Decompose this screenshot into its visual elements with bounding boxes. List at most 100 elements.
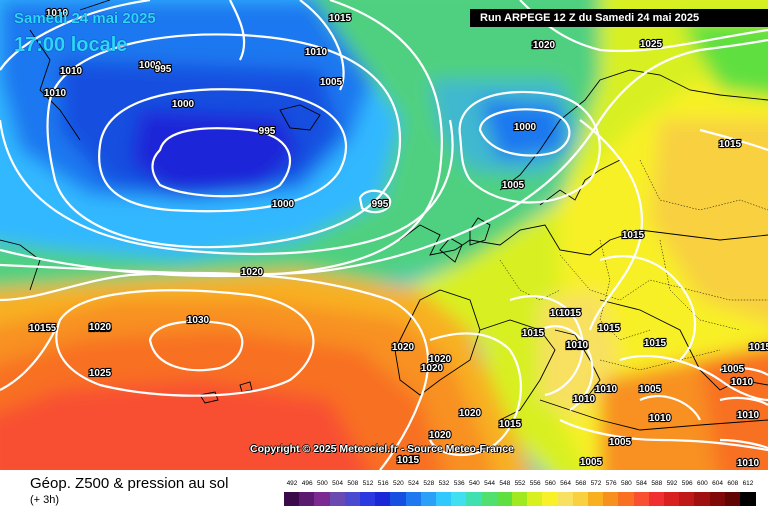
isobar-label: 1015: [559, 308, 582, 319]
isobar-label: 1015: [499, 419, 522, 430]
legend-swatch: [299, 492, 316, 506]
legend-value-label: 580: [620, 480, 632, 487]
isobar-label: 1005: [639, 384, 662, 395]
isobar-label: 995: [259, 126, 276, 137]
legend-swatch: [618, 492, 635, 506]
legend-swatch: [344, 492, 361, 506]
isobar-label: 1015: [550, 308, 573, 319]
legend-value-label: 552: [514, 480, 526, 487]
legend-swatch: [451, 492, 468, 506]
legend-value-label: 612: [742, 480, 754, 487]
legend-value-label: 556: [529, 480, 541, 487]
legend-value-label: 588: [651, 480, 663, 487]
legend-swatch: [481, 492, 498, 506]
legend-value-label: 568: [575, 480, 587, 487]
isobar-label: 1005: [580, 457, 603, 468]
isobar-label: 1005: [320, 77, 343, 88]
legend-value-label: 520: [392, 480, 404, 487]
legend-value-label: 516: [377, 480, 389, 487]
legend-value-label: 504: [332, 480, 344, 487]
legend-swatch: [512, 492, 528, 506]
legend-swatch: [420, 492, 437, 506]
legend-value-label: 572: [590, 480, 602, 487]
isobar-label: 1020: [429, 430, 452, 441]
isobar-label: 1015: [522, 328, 545, 339]
isobar-label: 1010: [595, 384, 618, 395]
isobar-label: 1015: [397, 455, 420, 466]
isobar-label: 1015: [598, 323, 621, 334]
isobar-label: 1000: [272, 199, 295, 210]
isobar-label: 1005: [722, 364, 745, 375]
legend-value-label: 560: [544, 480, 556, 487]
isobar-label: 995: [155, 64, 172, 75]
isobar-label: 1000: [532, 40, 555, 51]
isobar-label: 1010: [649, 413, 672, 424]
legend-swatch: [314, 492, 331, 506]
isobars: [0, 0, 768, 470]
legend-swatch: [405, 492, 422, 506]
isobar-label: 1015: [499, 419, 522, 430]
legend-swatch: [375, 492, 392, 506]
legend-swatch: [709, 492, 726, 506]
isobar-label: 1010: [305, 47, 328, 58]
legend-value-label: 564: [560, 480, 572, 487]
legend-value-label: 496: [301, 480, 313, 487]
isobar-label: 1010: [731, 377, 754, 388]
isobar-label: 1020: [241, 267, 264, 278]
legend-swatch: [633, 492, 650, 506]
isobar-label: 1015: [749, 342, 768, 353]
legend-swatch: [466, 492, 483, 506]
geopotential-field: [0, 0, 768, 470]
legend-value-label: 540: [468, 480, 480, 487]
legend-value-label: 536: [453, 480, 465, 487]
isobar-label: 1000: [172, 99, 195, 110]
isobar-label: 1010: [60, 66, 83, 77]
legend-swatch: [664, 492, 680, 506]
legend-swatch: [572, 492, 589, 506]
isobar-label: 1005: [502, 180, 525, 191]
legend-swatch: [390, 492, 407, 506]
legend-swatch: [284, 492, 300, 506]
isobar-label: 1020: [89, 322, 112, 333]
isobar-labels: 1015101010101010100099510009951010100510…: [28, 7, 768, 470]
isobar-label: 1015: [89, 323, 112, 334]
legend-swatch: [648, 492, 665, 506]
isobar-label: 1015: [397, 455, 420, 466]
isobar-label: 1000: [139, 60, 162, 71]
legend-value-label: 592: [666, 480, 678, 487]
forecast-step: (+ 3h): [30, 494, 60, 506]
isobar-label: 1005: [609, 437, 632, 448]
isobar-label: 1015: [329, 13, 352, 24]
legend-swatch: [527, 492, 544, 506]
isobar-label: 1015: [566, 341, 589, 352]
isobar-label: 1030: [187, 315, 210, 326]
legend-value-label: 500: [316, 480, 328, 487]
isobar-label: 1015: [29, 323, 52, 334]
isobar-label: 1020: [392, 342, 415, 353]
legend-swatch: [694, 492, 711, 506]
isobar-label: 1010: [566, 340, 589, 351]
legend-value-label: 492: [286, 480, 298, 487]
legend-value-label: 524: [408, 480, 420, 487]
legend-value-label: 604: [712, 480, 724, 487]
isobar-label: 995: [372, 199, 389, 210]
legend-swatch: [603, 492, 620, 506]
legend-value-label: 532: [438, 480, 450, 487]
legend-swatch: [679, 492, 696, 506]
isobar-label: 1015: [622, 230, 645, 241]
legend-swatch: [740, 492, 756, 506]
legend-value-label: 508: [347, 480, 359, 487]
legend-value-label: 528: [423, 480, 435, 487]
isobar-label: 1010: [44, 88, 67, 99]
isobar-label: 1020: [421, 363, 444, 374]
isobar-label: 1010: [737, 410, 760, 421]
legend-swatch: [588, 492, 604, 506]
isobar-label: 1000: [514, 122, 537, 133]
weather-map: 1015 1010 1010 1010 1000 995 1000 995 1010 1005 10…: [0, 0, 768, 470]
map-title: Géop. Z500 & pression au sol: [30, 475, 229, 492]
isobar-label: 1015: [644, 338, 667, 349]
copyright-credit: Copyright © 2025 Meteociel.fr - Source M…: [250, 443, 514, 455]
isobar-label: 1010: [573, 394, 596, 405]
isobar-label: 1025: [89, 368, 112, 379]
legend-value-label: 596: [681, 480, 693, 487]
